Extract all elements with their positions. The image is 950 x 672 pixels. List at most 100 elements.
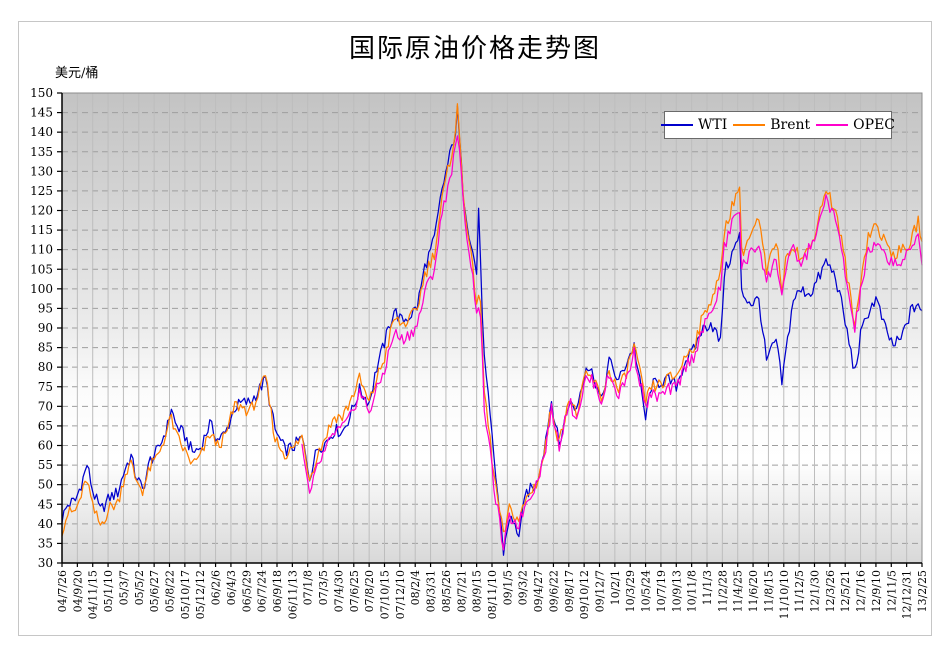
x-tick-label: 09/10/12	[578, 570, 591, 619]
legend-item-opec: OPEC	[816, 118, 895, 132]
y-tick-label: 35	[38, 536, 53, 550]
y-tick-label: 50	[38, 478, 53, 492]
x-tick-label: 12/5/21	[839, 570, 852, 612]
x-tick-label: 10/2/1	[609, 570, 622, 605]
legend-item-wti: WTI	[660, 117, 728, 133]
x-tick-label: 12/9/10	[870, 570, 883, 612]
y-tick-label: 130	[30, 164, 53, 178]
x-tick-label: 04/9/20	[71, 570, 84, 612]
x-tick-label: 07/6/25	[348, 570, 361, 612]
x-tick-label: 06/5/29	[240, 570, 253, 612]
x-tick-label: 09/3/2	[517, 570, 530, 605]
legend: WTI Brent OPEC	[660, 111, 895, 139]
series-line-wti	[61, 105, 923, 556]
x-tick-label: 11/10/10	[778, 570, 791, 619]
x-tick-label: 08/2/4	[409, 570, 422, 605]
y-axis-labels: 150 145 140 135 130 125 120 115 110 105 100 95 90 85 8…	[30, 86, 53, 570]
y-tick-label: 30	[38, 556, 53, 570]
x-tick-label: 05/10/17	[179, 570, 192, 619]
x-tick-label: 04/11/15	[87, 570, 100, 619]
x-tick-label: 12/11/5	[885, 570, 898, 612]
legend-label-brent: Brent	[770, 117, 811, 133]
y-tick-label: 115	[30, 223, 53, 237]
x-tick-label: 07/3/5	[317, 570, 330, 605]
chart-title: 国际原油价格走势图	[348, 34, 601, 64]
x-tick-label: 11/1/3	[701, 570, 714, 605]
y-axis-unit-label: 美元/桶	[55, 66, 99, 81]
x-tick-label: 13/2/25	[916, 570, 929, 612]
x-tick-label: 07/1/8	[302, 570, 315, 605]
opec-line-swatch	[816, 124, 849, 126]
x-tick-label: 09/6/22	[547, 570, 560, 612]
y-tick-label: 125	[30, 184, 53, 198]
x-tick-label: 11/8/15	[762, 570, 775, 612]
x-tick-label: 07/8/20	[363, 570, 376, 612]
y-tick-label: 105	[30, 262, 53, 276]
x-tick-label: 10/5/24	[640, 570, 653, 612]
x-tick-label: 12/7/16	[855, 570, 868, 612]
legend-label-opec: OPEC	[853, 117, 896, 133]
x-tick-label: 07/12/10	[394, 570, 407, 619]
x-tick-label: 07/10/15	[379, 570, 392, 619]
x-tick-label: 05/5/2	[133, 570, 146, 605]
x-tick-label: 09/1/5	[501, 570, 514, 605]
x-tick-label: 05/6/27	[148, 570, 161, 612]
y-tick-label: 55	[38, 458, 53, 472]
x-tick-label: 08/11/10	[486, 570, 499, 619]
x-tick-label: 11/6/20	[747, 570, 760, 612]
series-lines	[61, 103, 923, 556]
x-tick-label: 05/8/22	[164, 570, 177, 612]
x-tick-label: 12/12/31	[901, 570, 914, 619]
x-tick-label: 10/9/13	[670, 570, 683, 612]
y-tick-label: 80	[38, 360, 53, 374]
y-tick-label: 95	[38, 301, 53, 315]
x-tick-label: 06/2/6	[210, 570, 223, 605]
y-tick-label: 75	[38, 380, 53, 394]
series-line-opec	[301, 135, 923, 551]
x-tick-label: 05/3/7	[117, 570, 130, 605]
x-tick-label: 05/12/12	[194, 570, 207, 619]
x-tick-label: 09/8/17	[563, 570, 576, 612]
y-tick-label: 145	[30, 106, 53, 120]
x-tick-label: 12/1/30	[809, 570, 822, 612]
y-tick-label: 90	[38, 321, 53, 335]
brent-line-swatch	[733, 124, 766, 126]
legend-item-brent: Brent	[733, 118, 810, 132]
x-tick-label: 10/7/19	[655, 570, 668, 612]
axes	[57, 92, 923, 567]
x-tick-label: 06/11/13	[286, 570, 299, 619]
x-tick-label: 10/3/29	[624, 570, 637, 612]
y-tick-label: 85	[38, 341, 53, 355]
x-tick-label: 08/9/15	[471, 570, 484, 612]
x-tick-label: 05/1/10	[102, 570, 115, 612]
wti-line-swatch	[660, 124, 693, 126]
x-tick-label: 07/4/30	[332, 570, 345, 612]
x-tick-label: 06/4/3	[225, 570, 238, 605]
x-tick-label: 06/7/24	[256, 570, 269, 612]
y-tick-label: 120	[30, 204, 53, 218]
x-tick-label: 08/5/26	[440, 570, 453, 612]
legend-label-wti: WTI	[697, 117, 728, 133]
x-gridlines	[76, 93, 923, 563]
x-tick-label: 06/9/18	[271, 570, 284, 612]
x-axis-labels: 04/7/26 04/9/20 04/11/15 05/1/10 05/3/7 05/5/…	[56, 570, 929, 619]
x-tick-label: 11/4/25	[732, 570, 745, 612]
y-tick-label: 45	[38, 497, 53, 511]
x-tick-label: 09/12/7	[594, 570, 607, 612]
y-tick-label: 150	[30, 86, 53, 100]
y-tick-label: 60	[38, 439, 53, 453]
x-tick-label: 08/3/31	[425, 570, 438, 612]
y-tick-label: 100	[30, 282, 53, 296]
y-tick-label: 140	[30, 125, 53, 139]
y-tick-label: 135	[30, 145, 53, 159]
y-tick-label: 110	[30, 243, 53, 257]
x-tick-label: 10/11/8	[686, 570, 699, 612]
x-tick-label: 11/12/5	[793, 570, 806, 612]
y-tick-label: 40	[38, 517, 53, 531]
x-tick-label: 04/7/26	[56, 570, 69, 612]
y-tick-label: 65	[38, 419, 53, 433]
x-tick-label: 12/3/26	[824, 570, 837, 612]
x-tick-label: 08/7/21	[455, 570, 468, 612]
